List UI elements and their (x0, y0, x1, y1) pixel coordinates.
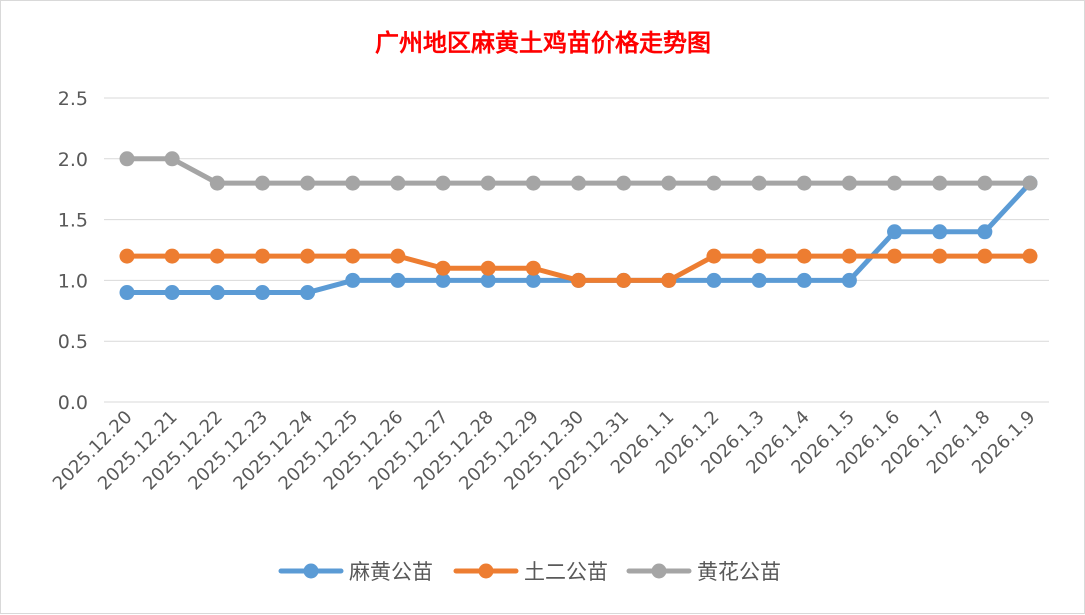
data-point (706, 175, 722, 191)
y-tick-label: 0.5 (58, 331, 88, 353)
data-point (119, 248, 135, 264)
data-point (300, 285, 316, 301)
grid-lines (104, 97, 1049, 403)
legend-marker (303, 563, 319, 579)
data-point (977, 248, 993, 264)
data-point (932, 175, 948, 191)
data-point (480, 175, 496, 191)
data-point (977, 224, 993, 240)
legend-marker (651, 563, 667, 579)
data-point (525, 175, 541, 191)
data-point (209, 285, 225, 301)
data-point (616, 175, 632, 191)
data-point (435, 260, 451, 276)
data-point (1022, 175, 1038, 191)
data-point (616, 272, 632, 288)
data-point (164, 151, 180, 167)
y-tick-label: 1.5 (58, 210, 88, 232)
data-point (841, 175, 857, 191)
y-tick-label: 0.0 (58, 392, 88, 414)
data-point (751, 175, 767, 191)
data-point (706, 248, 722, 264)
data-point (435, 175, 451, 191)
data-point (209, 175, 225, 191)
data-point (887, 248, 903, 264)
legend-label: 土二公苗 (524, 560, 608, 584)
data-point (525, 260, 541, 276)
data-point (525, 272, 541, 288)
y-tick-label: 2.5 (58, 88, 88, 110)
data-point (345, 175, 361, 191)
data-point (390, 272, 406, 288)
data-point (480, 260, 496, 276)
data-point (796, 272, 812, 288)
data-point (390, 175, 406, 191)
y-tick-label: 1.0 (58, 270, 88, 292)
data-point (345, 272, 361, 288)
y-tick-label: 2.0 (58, 149, 88, 171)
data-point (571, 175, 586, 191)
data-point (1022, 248, 1038, 264)
data-point (796, 175, 812, 191)
legend: 麻黄公苗 土二公苗 黄花公苗 (278, 560, 781, 584)
data-point (119, 285, 135, 301)
data-point (661, 272, 677, 288)
data-point (345, 248, 361, 264)
data-point (796, 248, 812, 264)
data-point (841, 272, 857, 288)
data-point (300, 248, 316, 264)
data-point (932, 248, 948, 264)
data-point (164, 285, 180, 301)
data-point (119, 151, 135, 167)
data-point (571, 272, 586, 288)
data-point (164, 248, 180, 264)
y-axis-ticks: 0.0 0.5 1.0 1.5 2.0 2.5 (58, 88, 88, 414)
data-point (977, 175, 993, 191)
data-point (932, 224, 948, 240)
data-point (751, 248, 767, 264)
data-point (435, 272, 451, 288)
legend-label: 黄花公苗 (697, 560, 781, 584)
data-point (300, 175, 316, 191)
data-point (254, 175, 270, 191)
chart-title: 广州地区麻黄土鸡苗价格走势图 (375, 28, 711, 57)
data-point (706, 272, 722, 288)
data-point (661, 175, 677, 191)
series-group (119, 151, 1038, 301)
data-point (390, 248, 406, 264)
data-point (254, 285, 270, 301)
data-point (254, 248, 270, 264)
data-point (887, 175, 903, 191)
data-point (887, 224, 903, 240)
legend-label: 麻黄公苗 (349, 560, 433, 584)
legend-marker (478, 563, 494, 579)
data-point (209, 248, 225, 264)
data-point (841, 248, 857, 264)
x-axis-ticks: 2025.12.202025.12.212025.12.222025.12.23… (49, 407, 1040, 495)
data-point (751, 272, 767, 288)
data-point (480, 272, 496, 288)
